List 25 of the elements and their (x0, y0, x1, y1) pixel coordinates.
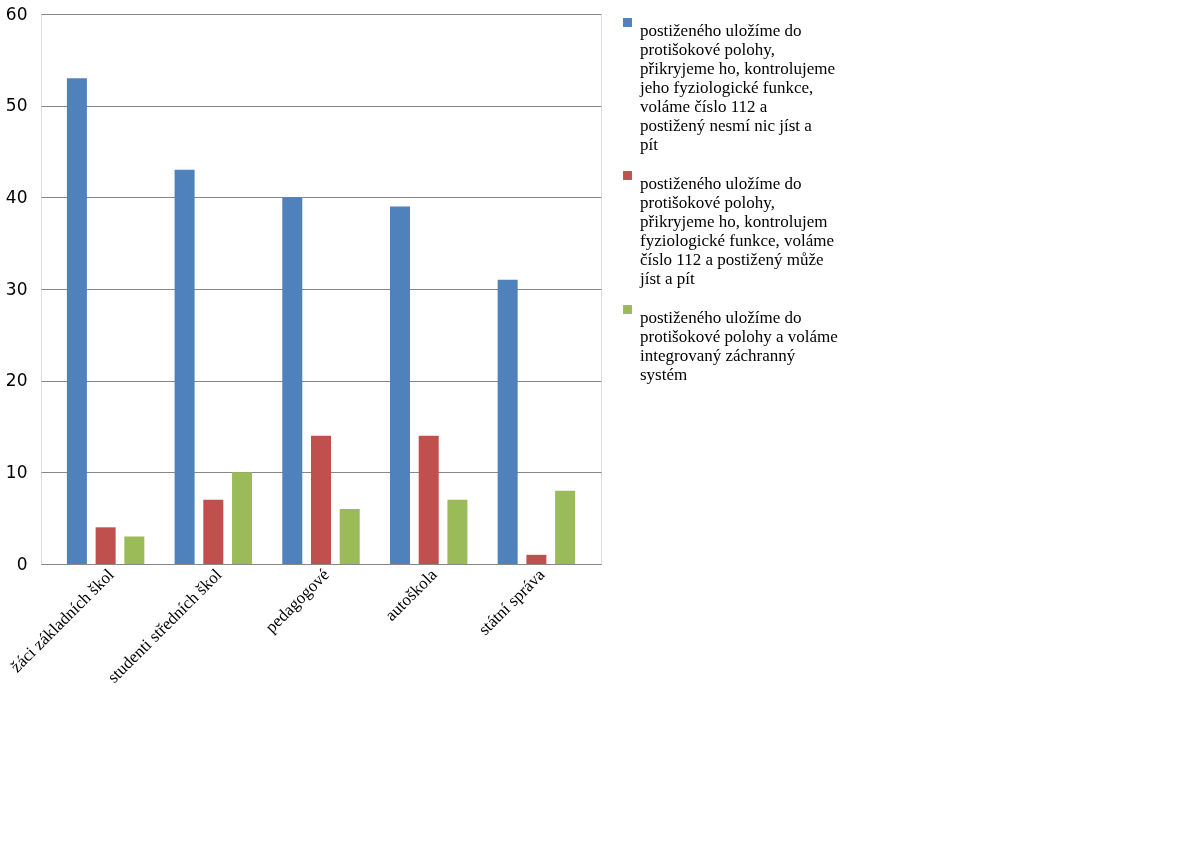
bar (311, 435, 331, 564)
legend-label: postiženého uložíme do protišokové polohy, přikryjeme ho, kontrolujeme jeho fyziologické funkce, voláme číslo 112 a postižený nesmí nic jíst a pít (639, 20, 835, 154)
y-tick-label: 60 (5, 3, 28, 24)
bar (203, 499, 224, 564)
bar (526, 554, 547, 564)
bar (174, 169, 195, 564)
legend-label: postiženého uložíme do protišokové polohy, přikryjeme ho, kontrolujem fyziologické funkce, voláme číslo 112 a postižený může jíst a pít (639, 173, 835, 288)
bar (418, 435, 439, 564)
y-tick-label: 50 (5, 95, 28, 116)
bar (555, 490, 576, 564)
bar (124, 536, 145, 564)
y-tick-label: 0 (16, 553, 28, 574)
bar (66, 78, 87, 564)
y-tick-label: 20 (5, 370, 28, 391)
bar (232, 472, 253, 564)
y-tick-label: 30 (5, 278, 28, 299)
bar (95, 527, 116, 564)
bar (339, 509, 360, 564)
bar (497, 279, 518, 564)
y-tick-label: 40 (5, 186, 28, 207)
y-tick-label: 10 (5, 461, 28, 482)
bar (447, 499, 468, 564)
legend-label: postiženého uložíme do protišokové polohy a voláme integrovaný záchranný systém (640, 307, 838, 384)
bar (282, 197, 303, 564)
bar (389, 206, 410, 564)
